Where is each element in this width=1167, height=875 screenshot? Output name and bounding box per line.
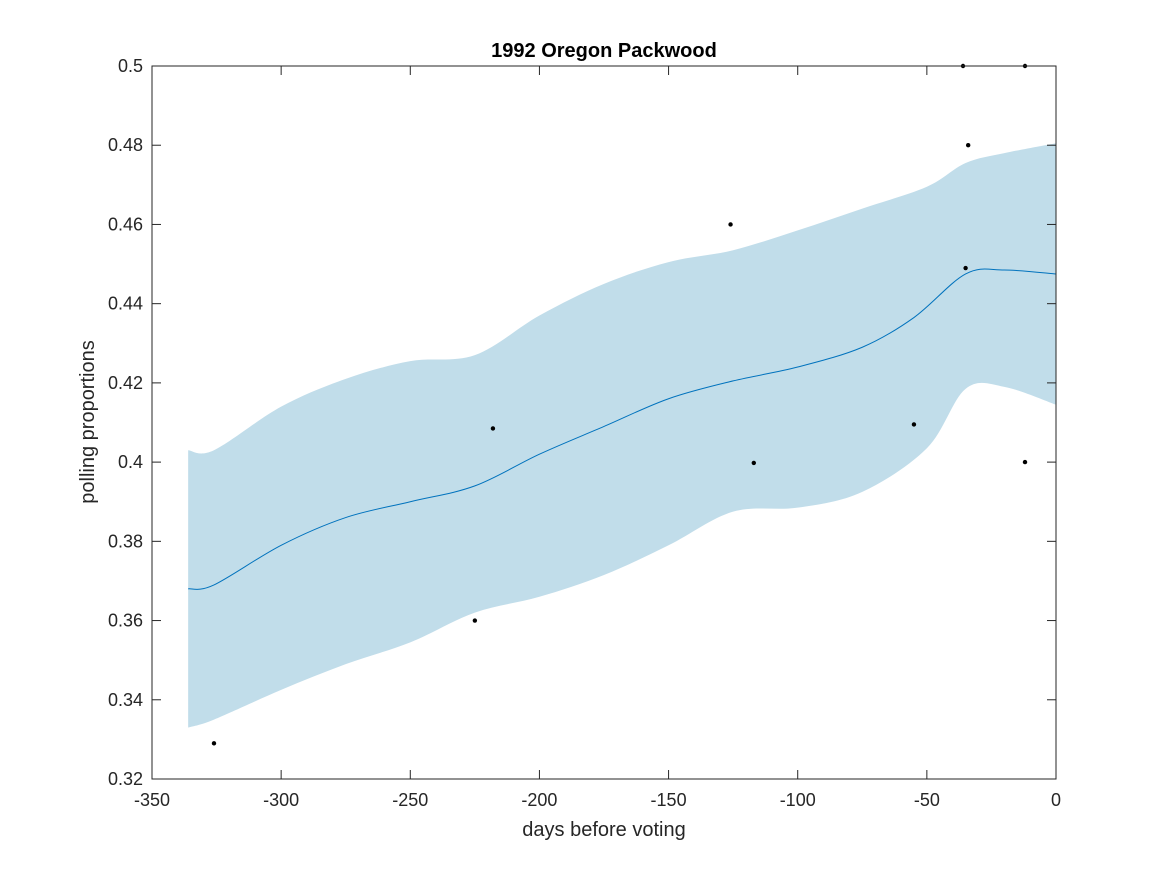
x-tick-label: -250 (392, 790, 428, 810)
data-point (911, 422, 917, 427)
y-tick-label: 0.32 (108, 769, 143, 789)
data-point (211, 741, 217, 746)
x-tick-label: -300 (263, 790, 299, 810)
x-tick-label: -150 (651, 790, 687, 810)
data-point (965, 143, 971, 148)
mean-line (188, 268, 1057, 590)
data-point (472, 618, 478, 623)
data-point (751, 460, 757, 466)
y-tick-label: 0.34 (108, 690, 143, 710)
axes-box (151, 65, 1057, 780)
y-tick-label: 0.42 (108, 373, 143, 393)
x-tick-label: -200 (521, 790, 557, 810)
data-point (963, 265, 968, 271)
data-point (1022, 459, 1028, 465)
y-tick-label: 0.36 (108, 611, 143, 631)
data-point (728, 222, 733, 227)
chart-title: 1992 Oregon Packwood (491, 40, 717, 62)
axes: -350 -300 -250 -200 -150 -100 -50 0 0.32 0.34 0.36… (108, 56, 1061, 810)
y-tick-label: 0.5 (118, 56, 143, 76)
y-tick-label: 0.4 (118, 452, 143, 472)
y-axis-label: polling proportions (77, 340, 99, 503)
x-tick-label: -350 (134, 790, 170, 810)
data-point (490, 426, 496, 431)
y-tick-label: 0.38 (108, 531, 143, 551)
plot-area (188, 63, 1057, 746)
x-tick-label: 0 (1051, 790, 1061, 810)
x-tick-label: -50 (914, 790, 940, 810)
confidence-band (188, 143, 1056, 728)
x-tick-label: -100 (780, 790, 816, 810)
y-tick-label: 0.48 (108, 135, 143, 155)
y-tick-label: 0.44 (108, 294, 143, 314)
y-tick-label: 0.46 (108, 214, 143, 234)
x-axis-label: days before voting (522, 819, 685, 841)
